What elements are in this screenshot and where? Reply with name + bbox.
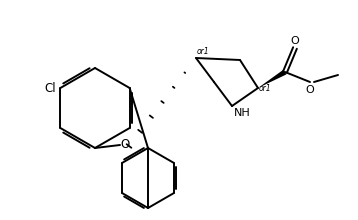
Polygon shape xyxy=(258,70,286,88)
Text: O: O xyxy=(120,138,130,150)
Text: or1: or1 xyxy=(197,47,210,56)
Text: Cl: Cl xyxy=(45,81,56,95)
Text: O: O xyxy=(306,85,314,95)
Text: O: O xyxy=(291,36,299,46)
Text: NH: NH xyxy=(234,108,251,118)
Text: or1: or1 xyxy=(259,84,272,92)
